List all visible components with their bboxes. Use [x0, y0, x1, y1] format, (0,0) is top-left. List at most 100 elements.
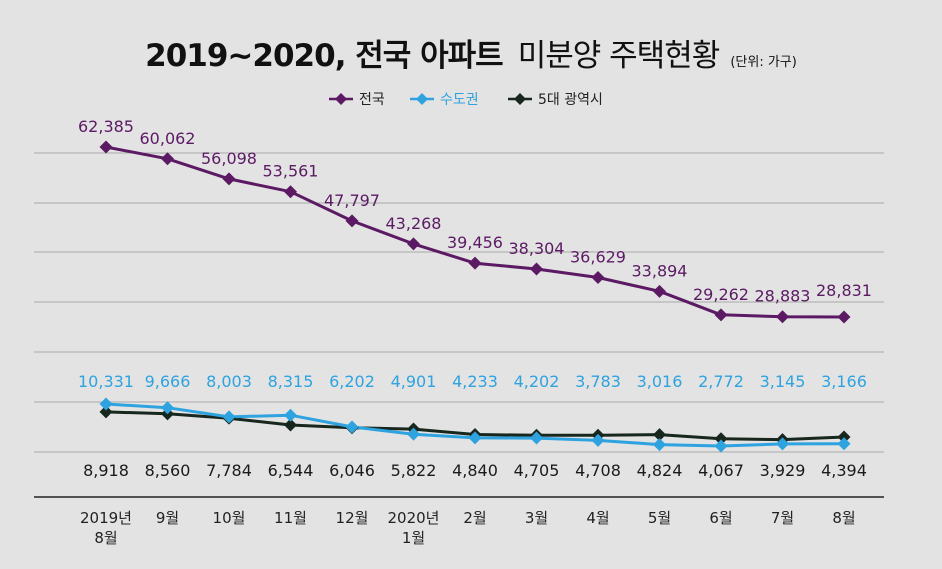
- data-point: [837, 310, 851, 324]
- series-markers: [99, 140, 851, 453]
- data-label: 5,822: [391, 461, 437, 480]
- chart-title-rest: 미분양 주택현황: [518, 38, 720, 74]
- data-point: [714, 439, 728, 453]
- legend-label-1: 수도권: [440, 92, 479, 108]
- x-tick-label: 2020년 1월: [388, 509, 440, 547]
- value-labels: 62,385 60,062 56,098 53,561 47,797 43,268 39,4…: [78, 117, 872, 480]
- data-label: 4,202: [514, 372, 560, 391]
- x-tick-label: 2월: [463, 509, 486, 527]
- data-label: 2,772: [698, 372, 744, 391]
- data-point: [468, 431, 482, 445]
- data-label: 39,456: [447, 233, 503, 252]
- data-label: 4,901: [391, 372, 437, 391]
- data-label: 4,233: [452, 372, 498, 391]
- data-point: [653, 428, 666, 442]
- x-axis: 2019년 8월 9월 10월 11월 12월 2020년 1월 2월 3월 4월 5월 6월 7월 8월: [34, 496, 884, 547]
- data-label: 4,067: [698, 461, 744, 480]
- data-point: [530, 262, 543, 276]
- data-point: [776, 310, 789, 324]
- data-label: 4,705: [514, 461, 560, 480]
- data-label: 33,894: [632, 261, 688, 280]
- data-point: [345, 214, 359, 228]
- data-label: 4,840: [452, 461, 498, 480]
- data-point: [99, 405, 113, 419]
- data-point: [407, 427, 420, 441]
- legend-label-0: 전국: [359, 92, 385, 108]
- data-label: 4,708: [575, 461, 621, 480]
- data-label: 8,918: [83, 461, 129, 480]
- x-tick-label: 8월: [832, 509, 855, 527]
- data-label: 9,666: [145, 372, 191, 391]
- data-label: 3,016: [637, 372, 683, 391]
- data-label: 62,385: [78, 117, 134, 136]
- data-label: 10,331: [78, 372, 134, 391]
- x-tick-label: 4월: [586, 509, 609, 527]
- data-label: 28,883: [755, 287, 811, 306]
- data-label: 56,098: [201, 149, 257, 168]
- chart-title-main: 2019~2020, 전국 아파트: [145, 38, 503, 74]
- data-label: 36,629: [570, 247, 626, 266]
- data-point: [468, 256, 482, 270]
- data-label: 4,824: [637, 461, 683, 480]
- x-tick-label: 11월: [274, 509, 307, 527]
- data-point: [345, 420, 359, 434]
- data-label: 6,544: [268, 461, 314, 480]
- x-tick-label: 3월: [525, 509, 548, 527]
- data-label: 6,202: [329, 372, 375, 391]
- x-tick-label: 9월: [156, 509, 179, 527]
- x-tick-label: 2019년 8월: [80, 509, 132, 547]
- data-label: 4,394: [821, 461, 867, 480]
- data-point: [714, 432, 728, 446]
- data-point: [837, 437, 851, 451]
- data-point: [653, 284, 666, 298]
- data-label: 7,784: [206, 461, 252, 480]
- chart-title-unit: (단위: 가구): [730, 55, 797, 70]
- data-point: [284, 185, 297, 199]
- data-point: [407, 237, 420, 251]
- data-point: [222, 410, 236, 424]
- data-label: 53,561: [263, 162, 319, 181]
- data-label: 38,304: [509, 239, 565, 258]
- data-point: [99, 397, 113, 411]
- x-tick-label: 12월: [336, 509, 369, 527]
- legend-marker-2: [514, 93, 526, 105]
- x-tick-label: 6월: [709, 509, 732, 527]
- data-label: 43,268: [386, 214, 442, 233]
- data-point: [653, 438, 666, 452]
- data-label: 60,062: [140, 129, 196, 148]
- data-label: 3,929: [760, 461, 806, 480]
- x-tick-label: 5월: [648, 509, 671, 527]
- grid-lines: [34, 152, 884, 453]
- data-label: 8,560: [145, 461, 191, 480]
- data-point: [222, 172, 236, 186]
- data-point: [284, 418, 297, 432]
- data-point: [837, 430, 851, 444]
- x-tick-label: 7월: [771, 509, 794, 527]
- data-label: 3,145: [760, 372, 806, 391]
- data-label: 47,797: [324, 191, 380, 210]
- data-point: [161, 401, 174, 415]
- data-label: 3,783: [575, 372, 621, 391]
- data-label: 6,046: [329, 461, 375, 480]
- legend: 전국 수도권 5대 광역시: [329, 92, 603, 108]
- legend-marker-0: [335, 93, 347, 105]
- data-point: [776, 437, 789, 451]
- data-point: [161, 152, 174, 166]
- data-label: 29,262: [693, 285, 749, 304]
- x-tick-label: 10월: [213, 509, 246, 527]
- legend-label-2: 5대 광역시: [538, 92, 603, 108]
- legend-marker-1: [416, 93, 428, 105]
- data-point: [591, 433, 605, 447]
- data-label: 28,831: [816, 281, 872, 300]
- data-point: [530, 431, 543, 445]
- data-label: 8,315: [268, 372, 314, 391]
- data-label: 8,003: [206, 372, 252, 391]
- data-point: [99, 140, 113, 154]
- data-label: 3,166: [821, 372, 867, 391]
- data-point: [591, 270, 605, 284]
- data-point: [714, 308, 728, 322]
- data-point: [284, 408, 297, 422]
- chart-title: 2019~2020, 전국 아파트 미분양 주택현황 (단위: 가구): [145, 38, 797, 74]
